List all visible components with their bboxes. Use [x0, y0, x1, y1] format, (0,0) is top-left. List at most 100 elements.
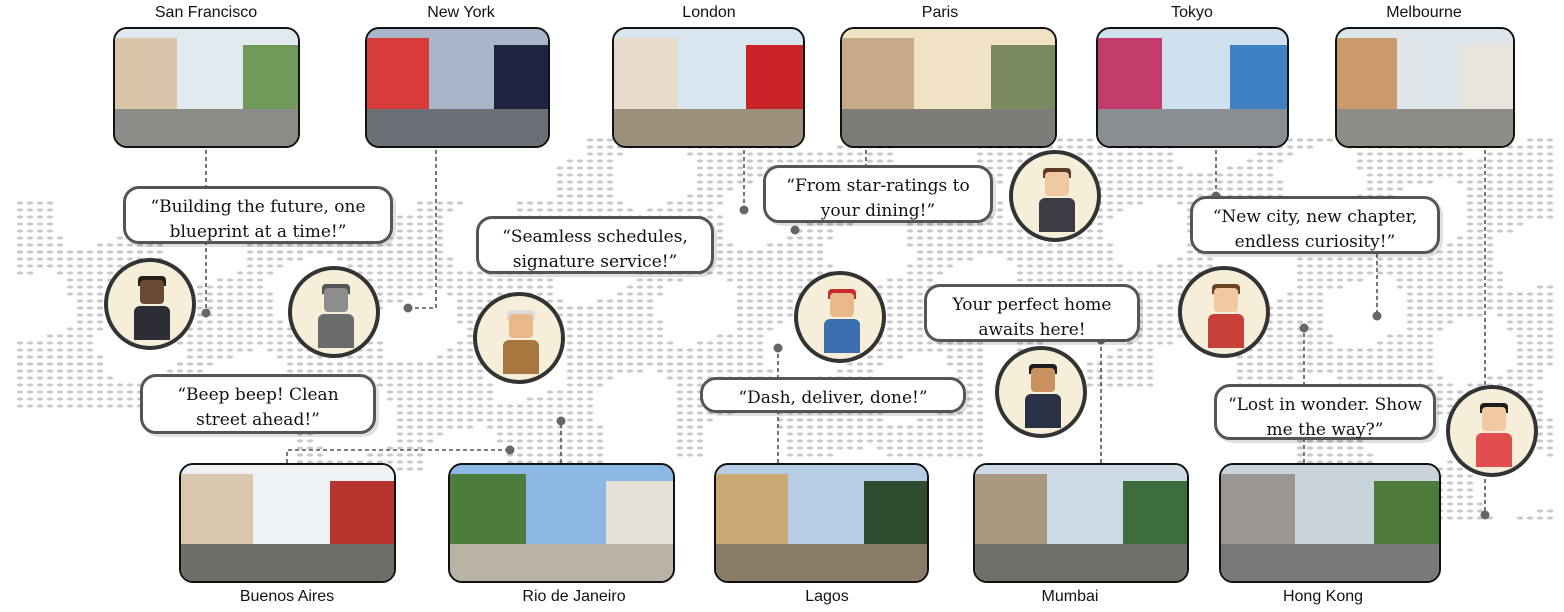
map-dot: [396, 425, 404, 429]
map-dot: [726, 187, 734, 191]
map-dot: [1516, 313, 1524, 317]
map-dot: [646, 306, 654, 310]
map-dot: [666, 348, 674, 352]
map-dot: [556, 201, 564, 205]
map-dot: [816, 264, 824, 268]
city-label-melbourne: Melbourne: [1386, 4, 1462, 21]
map-dot: [256, 271, 264, 275]
map-dot: [586, 173, 594, 177]
map-dot: [906, 432, 914, 436]
map-dot: [246, 299, 254, 303]
map-dot: [846, 152, 854, 156]
map-dot: [1526, 327, 1534, 331]
map-dot: [956, 418, 964, 422]
map-dot: [436, 278, 444, 282]
map-dot: [856, 369, 864, 373]
map-dot: [1026, 341, 1034, 345]
map-dot: [736, 271, 744, 275]
street-photo-paris: [840, 27, 1057, 148]
map-dot: [806, 243, 814, 247]
map-dot: [826, 432, 834, 436]
map-dot: [806, 257, 814, 261]
map-dot: [436, 250, 444, 254]
map-dot: [376, 271, 384, 275]
map-dot: [886, 306, 894, 310]
map-dot: [1486, 278, 1494, 282]
map-dot: [1456, 257, 1464, 261]
map-dot: [976, 243, 984, 247]
map-dot: [1536, 180, 1544, 184]
map-dot: [756, 299, 764, 303]
map-dot: [256, 264, 264, 268]
map-dot: [526, 446, 534, 450]
map-dot: [756, 334, 764, 338]
map-dot: [436, 390, 444, 394]
map-dot: [876, 425, 884, 429]
map-dot: [586, 334, 594, 338]
map-dot: [1396, 334, 1404, 338]
map-dot: [426, 229, 434, 233]
map-dot: [396, 229, 404, 233]
map-dot: [1126, 173, 1134, 177]
map-dot: [1406, 257, 1414, 261]
map-dot: [1446, 243, 1454, 247]
map-dot: [236, 292, 244, 296]
map-dot: [916, 348, 924, 352]
map-dot: [406, 257, 414, 261]
map-dot: [1066, 145, 1074, 149]
map-dot: [406, 453, 414, 457]
map-dot: [386, 362, 394, 366]
map-dot: [1116, 278, 1124, 282]
map-dot: [1486, 152, 1494, 156]
map-dot: [1476, 173, 1484, 177]
map-dot: [56, 369, 64, 373]
map-dot: [1406, 334, 1414, 338]
map-dot: [296, 460, 304, 464]
map-dot: [686, 411, 694, 415]
map-dot: [1256, 369, 1264, 373]
map-dot: [1156, 341, 1164, 345]
map-dot: [426, 201, 434, 205]
map-dot: [96, 369, 104, 373]
map-dot: [586, 320, 594, 324]
map-dot: [1286, 327, 1294, 331]
map-dot: [1186, 257, 1194, 261]
map-dot: [46, 334, 54, 338]
map-dot: [656, 320, 664, 324]
map-dot: [616, 334, 624, 338]
map-dot: [876, 285, 884, 289]
map-dot: [576, 411, 584, 415]
map-dot: [976, 446, 984, 450]
map-dot: [1406, 285, 1414, 289]
map-dot: [676, 453, 684, 457]
map-dot: [1526, 397, 1534, 401]
map-dot: [96, 327, 104, 331]
map-dot: [56, 355, 64, 359]
map-dot: [796, 439, 804, 443]
map-dot: [1116, 166, 1124, 170]
map-dot: [596, 362, 604, 366]
map-dot: [486, 418, 494, 422]
map-dot: [1496, 271, 1504, 275]
map-dot: [756, 285, 764, 289]
map-dot: [716, 152, 724, 156]
map-dot: [1076, 278, 1084, 282]
map-dot: [1426, 292, 1434, 296]
map-dot: [36, 215, 44, 219]
map-dot: [466, 348, 474, 352]
map-dot: [536, 285, 544, 289]
map-dot: [1526, 145, 1534, 149]
map-dot: [16, 341, 24, 345]
map-dot: [66, 285, 74, 289]
map-dot: [296, 243, 304, 247]
map-dot: [226, 327, 234, 331]
map-dot: [1146, 159, 1154, 163]
map-dot: [216, 341, 224, 345]
map-dot: [566, 425, 574, 429]
map-dot: [1536, 411, 1544, 415]
map-dot: [1506, 313, 1514, 317]
map-dot: [586, 194, 594, 198]
map-dot: [456, 348, 464, 352]
map-dot: [1386, 362, 1394, 366]
map-dot: [476, 397, 484, 401]
